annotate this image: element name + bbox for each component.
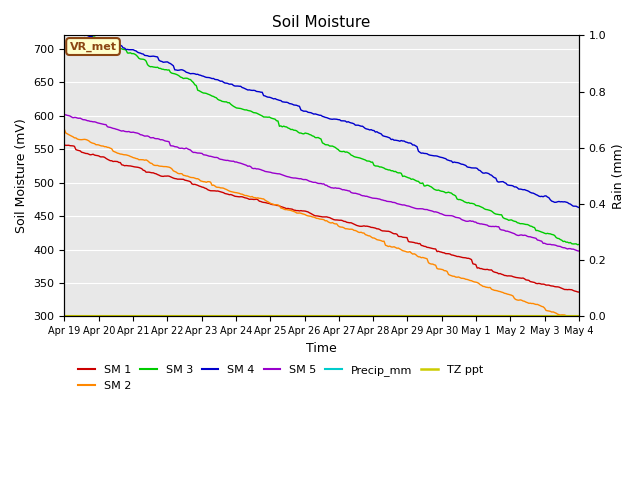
SM 1 [231,193,239,199]
SM 2 [231,190,239,195]
Line: SM 2: SM 2 [65,130,579,323]
SM 1 [285,206,293,212]
SM 4 [124,47,131,52]
SM 1 [214,188,221,194]
SM 4 [240,85,248,91]
SM 3 [240,107,248,112]
SM 4 [575,204,583,210]
SM 3 [214,96,221,102]
Line: SM 5: SM 5 [65,115,579,251]
SM 1 [124,163,131,168]
TZ ppt [575,313,583,319]
SM 2 [214,184,221,190]
SM 1 [547,283,554,288]
SM 5 [285,174,293,180]
TZ ppt [285,313,293,319]
SM 1 [575,289,583,295]
SM 2 [285,207,293,213]
TZ ppt [124,313,131,319]
SM 4 [214,77,221,83]
SM 1 [240,194,248,200]
TZ ppt [61,313,68,319]
SM 2 [61,127,68,132]
Line: SM 3: SM 3 [65,23,579,245]
SM 1 [61,142,68,148]
SM 3 [231,104,239,110]
TZ ppt [547,313,554,319]
Y-axis label: Rain (mm): Rain (mm) [612,143,625,209]
TZ ppt [231,313,239,319]
SM 4 [231,83,239,89]
SM 5 [61,112,68,118]
SM 2 [240,192,248,198]
SM 4 [285,101,293,107]
Y-axis label: Soil Moisture (mV): Soil Moisture (mV) [15,119,28,233]
SM 5 [124,129,131,134]
Title: Soil Moisture: Soil Moisture [273,15,371,30]
SM 2 [575,320,583,325]
TZ ppt [240,313,248,319]
SM 4 [61,25,68,31]
SM 2 [547,309,554,314]
SM 3 [61,20,68,26]
Line: SM 4: SM 4 [65,28,579,207]
X-axis label: Time: Time [307,342,337,355]
SM 4 [547,197,554,203]
SM 3 [547,231,554,237]
Legend: SM 1, SM 2, SM 3, SM 4, SM 5, Precip_mm, TZ ppt: SM 1, SM 2, SM 3, SM 4, SM 5, Precip_mm,… [74,361,487,395]
SM 5 [231,159,239,165]
TZ ppt [214,313,221,319]
SM 3 [285,126,293,132]
SM 3 [573,242,581,248]
SM 5 [214,155,221,161]
SM 3 [124,50,131,56]
SM 5 [240,161,248,167]
Line: SM 1: SM 1 [65,145,579,292]
SM 5 [547,241,554,247]
SM 3 [575,241,583,247]
SM 2 [124,153,131,158]
SM 5 [575,248,583,254]
Text: VR_met: VR_met [70,41,116,52]
